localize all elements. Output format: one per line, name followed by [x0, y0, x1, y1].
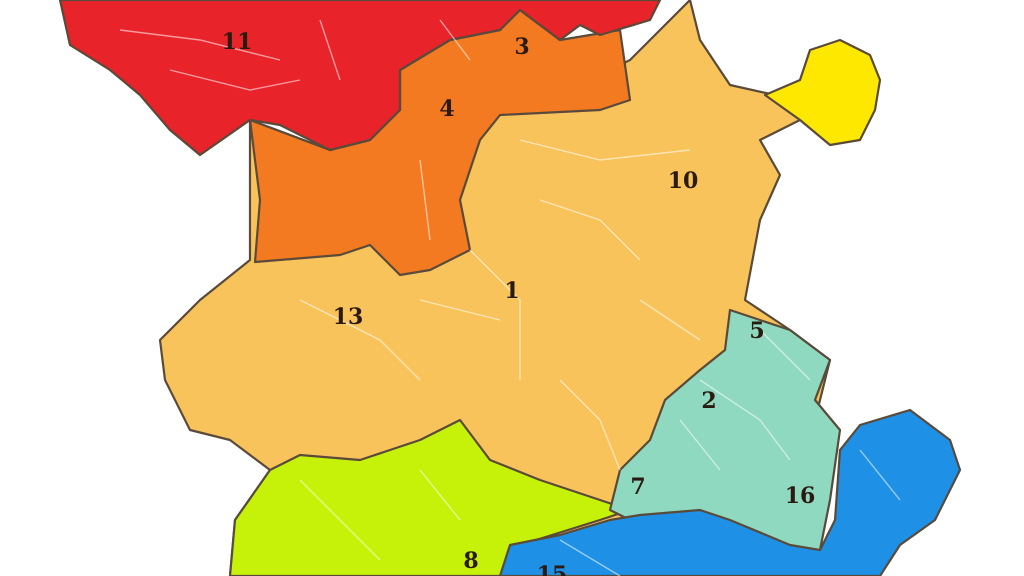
label-11: 11	[222, 29, 253, 55]
region-yellow-ne	[763, 38, 882, 147]
label-8: 8	[463, 548, 478, 574]
label-16: 16	[785, 483, 816, 509]
label-3: 3	[514, 34, 529, 60]
label-1: 1	[504, 278, 519, 304]
label-10: 10	[668, 168, 699, 194]
region-blue-se	[498, 408, 962, 576]
label-7: 7	[630, 474, 645, 500]
label-15: 15	[537, 562, 568, 576]
label-13: 13	[333, 304, 364, 330]
subdivision-lines	[119, 19, 901, 576]
label-5: 5	[749, 318, 764, 344]
region-red-north	[58, 0, 662, 157]
label-2: 2	[701, 388, 716, 414]
label-4: 4	[439, 96, 454, 122]
